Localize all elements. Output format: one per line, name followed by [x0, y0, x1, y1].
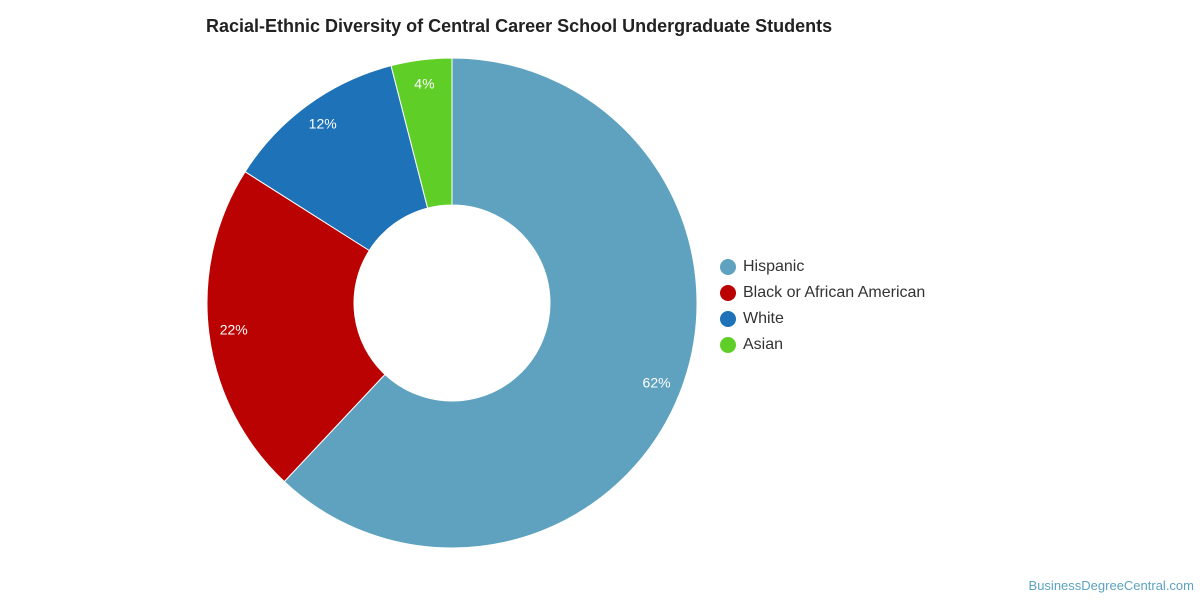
legend: Hispanic Black or African American White… [720, 254, 925, 358]
slice-white[interactable] [244, 65, 429, 252]
legend-swatch [720, 311, 736, 327]
legend-item-asian[interactable]: Asian [720, 332, 925, 358]
slice-asian[interactable] [390, 57, 453, 209]
data-label: 4% [414, 75, 434, 91]
legend-item-white[interactable]: White [720, 306, 925, 332]
slice-hispanic[interactable] [283, 57, 698, 549]
data-label: 62% [643, 375, 671, 391]
legend-swatch [720, 259, 736, 275]
watermark-link[interactable]: BusinessDegreeCentral.com [1028, 578, 1194, 593]
legend-item-black-or-african-american[interactable]: Black or African American [720, 280, 925, 306]
chart-title: Racial-Ethnic Diversity of Central Caree… [206, 16, 833, 36]
data-label: 22% [220, 321, 248, 337]
slice-black-or-african-american[interactable] [206, 171, 386, 483]
legend-label: White [743, 310, 784, 327]
legend-item-hispanic[interactable]: Hispanic [720, 254, 925, 280]
legend-swatch [720, 337, 736, 353]
data-label: 12% [309, 116, 337, 132]
legend-label: Black or African American [743, 284, 926, 301]
legend-label: Hispanic [743, 258, 805, 275]
legend-swatch [720, 285, 736, 301]
legend-label: Asian [743, 336, 784, 353]
